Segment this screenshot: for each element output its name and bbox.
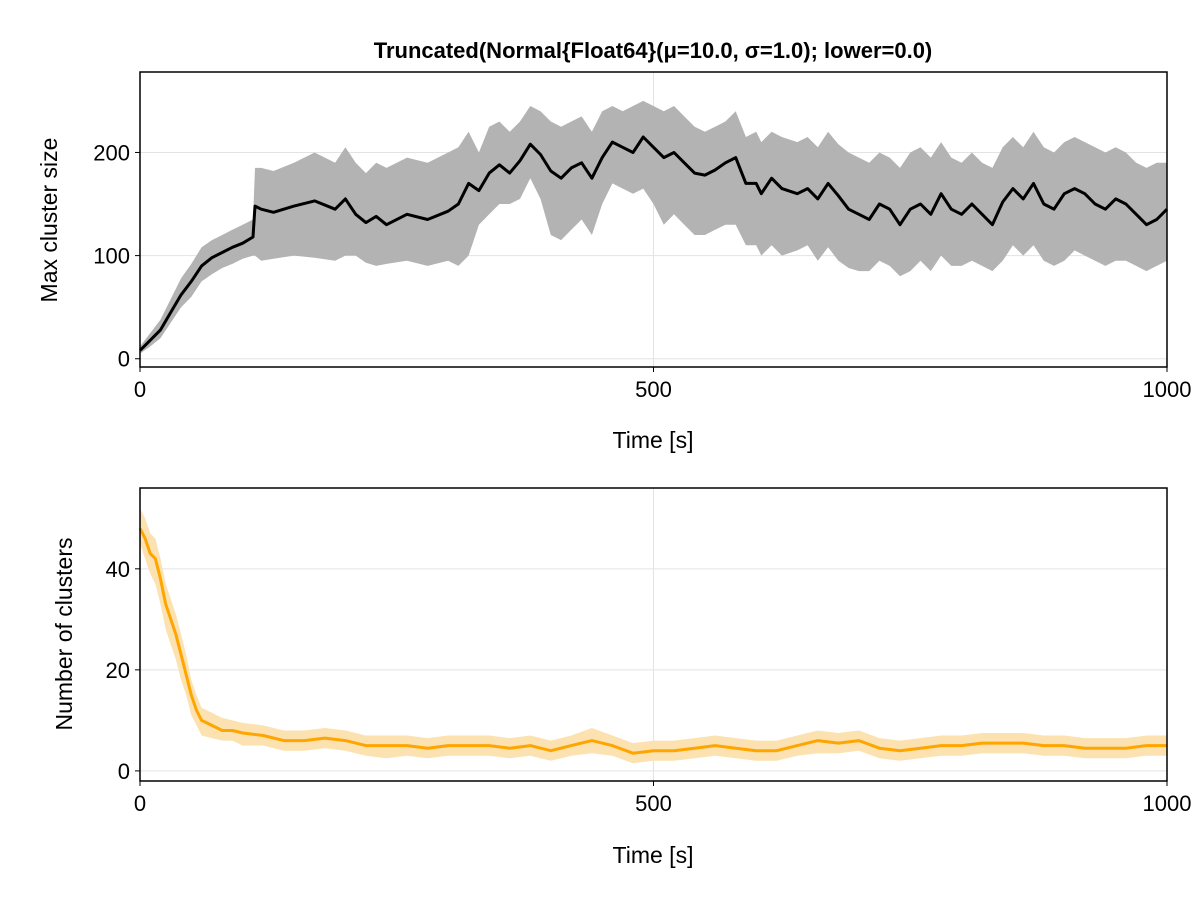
series-line bbox=[138, 135, 1169, 352]
tick-labels: 0 500 1000 0 100 200 bbox=[93, 140, 1191, 402]
confidence-band bbox=[140, 100, 1167, 354]
y-tick-label: 0 bbox=[118, 759, 130, 784]
x-tick-label: 500 bbox=[635, 791, 672, 816]
confidence-band bbox=[140, 508, 1167, 764]
x-axis-label: Time [s] bbox=[613, 427, 694, 453]
band-group bbox=[140, 508, 1167, 764]
x-tick-label: 1000 bbox=[1143, 791, 1192, 816]
tick-labels: 0 500 1000 0 20 40 bbox=[106, 557, 1192, 816]
line-group bbox=[138, 527, 1167, 755]
line-group bbox=[138, 135, 1169, 352]
x-tick-label: 500 bbox=[635, 377, 672, 402]
y-tick-label: 200 bbox=[93, 140, 130, 165]
series-line bbox=[138, 527, 1167, 755]
max-cluster-size-panel: Truncated(Normal{Float64}(μ=10.0, σ=1.0)… bbox=[36, 38, 1191, 453]
y-axis-label: Max cluster size bbox=[36, 138, 62, 303]
y-tick-label: 40 bbox=[106, 557, 130, 582]
y-tick-label: 100 bbox=[93, 244, 130, 269]
y-axis-label: Number of clusters bbox=[51, 537, 77, 730]
x-tick-label: 0 bbox=[134, 791, 146, 816]
number-of-clusters-panel: 0 500 1000 0 20 40 Time [s] Number of cluster… bbox=[51, 487, 1192, 868]
x-tick-label: 1000 bbox=[1143, 377, 1192, 402]
x-tick-label: 0 bbox=[134, 377, 146, 402]
y-tick-label: 20 bbox=[106, 658, 130, 683]
chart-title: Truncated(Normal{Float64}(μ=10.0, σ=1.0)… bbox=[374, 38, 933, 63]
x-axis-label: Time [s] bbox=[613, 842, 694, 868]
band-group bbox=[140, 100, 1167, 354]
y-tick-label: 0 bbox=[118, 347, 130, 372]
